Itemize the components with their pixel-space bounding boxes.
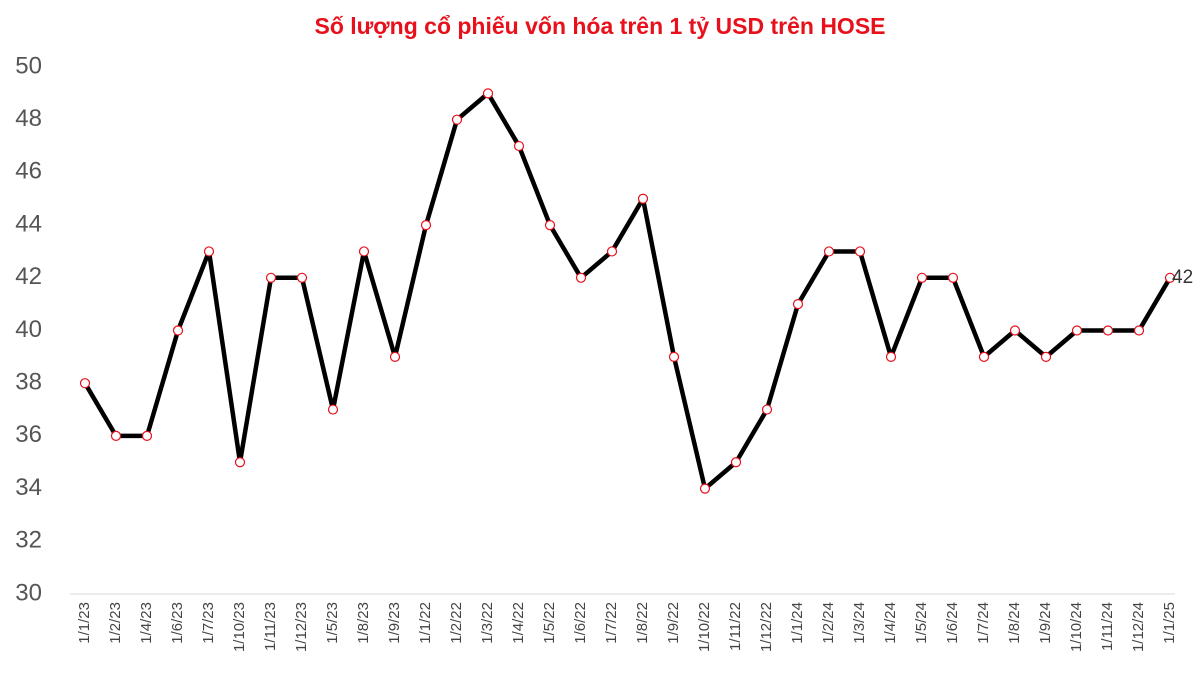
marker [668,351,680,362]
marker [1164,272,1176,283]
marker [854,246,866,257]
x-tick-label: 1/7/24 [975,602,992,644]
marker [172,325,184,336]
marker [544,220,556,231]
marker [110,430,122,441]
marker [482,88,494,99]
x-tick-label: 1/8/22 [634,602,651,644]
x-tick-label: 1/12/24 [1130,602,1147,652]
marker [296,272,308,283]
marker [389,351,401,362]
marker [234,457,246,468]
marker [947,272,959,283]
marker [637,193,649,204]
marker [79,378,91,389]
y-tick-label: 46 [15,158,42,185]
x-tick-label: 1/6/22 [572,602,589,644]
x-tick-label: 1/5/22 [541,602,558,644]
marker [327,404,339,415]
marker [916,272,928,283]
x-tick-label: 1/4/22 [510,602,527,644]
data-label: 42 [1172,267,1193,288]
x-tick-label: 1/2/23 [107,602,124,644]
marker [1102,325,1114,336]
x-tick-label: 1/6/23 [169,602,186,644]
marker [1040,351,1052,362]
x-tick-label: 1/3/24 [851,602,868,644]
marker [978,351,990,362]
x-tick-label: 1/10/22 [696,602,713,652]
x-tick-label: 1/5/23 [324,602,341,644]
marker [203,246,215,257]
x-tick-label: 1/5/24 [913,602,930,644]
marker [1009,325,1021,336]
line [83,91,1172,491]
x-tick-label: 1/11/24 [1099,602,1116,651]
x-tick-label: 1/9/23 [386,602,403,644]
marker [513,140,525,152]
x-tick-label: 1/8/24 [1006,602,1023,644]
x-tick-label: 1/10/24 [1068,602,1085,652]
marker [885,351,897,362]
marker [1133,325,1145,336]
marker [823,246,835,257]
y-tick-label: 36 [15,421,42,448]
chart-title: Số lượng cổ phiếu vốn hóa trên 1 tỷ USD … [314,13,885,39]
y-tick-label: 50 [15,52,42,79]
x-tick-label: 1/8/23 [355,602,372,644]
x-tick-label: 1/4/24 [882,602,899,644]
x-tick-label: 1/1/23 [76,602,93,644]
marker [606,246,618,257]
y-tick-label: 32 [15,527,42,554]
marker [792,299,804,310]
marker [1071,325,1083,336]
marker [730,457,742,468]
marker [358,246,370,257]
y-tick-label: 42 [15,263,42,290]
marker [141,430,153,441]
x-tick-label: 1/3/22 [479,602,496,644]
x-tick-label: 1/11/23 [262,602,279,651]
x-tick-label: 1/9/22 [665,602,682,644]
x-tick-label: 1/7/23 [200,602,217,644]
marker [761,404,773,415]
x-tick-label: 1/12/22 [758,602,775,652]
marker [699,483,711,494]
x-tick-label: 1/1/25 [1161,602,1178,644]
x-tick-label: 1/11/22 [727,602,744,651]
x-tick-label: 1/1/24 [789,602,806,644]
y-tick-label: 34 [15,474,42,501]
y-tick-label: 30 [15,579,42,606]
x-tick-label: 1/4/23 [138,602,155,644]
y-tick-label: 40 [15,316,42,343]
x-tick-label: 1/9/24 [1037,602,1054,644]
y-tick-label: 38 [15,369,42,396]
y-tick-label: 48 [15,105,42,132]
marker [420,220,432,231]
x-tick-label: 1/10/23 [231,602,248,652]
x-tick-label: 1/1/22 [417,602,434,644]
x-tick-label: 1/2/22 [448,602,465,644]
x-tick-label: 1/7/22 [603,602,620,644]
y-tick-label: 44 [15,210,42,237]
x-tick-label: 1/12/23 [293,602,310,652]
marker [265,272,277,283]
x-tick-label: 1/2/24 [820,602,837,644]
marker [451,114,463,125]
x-tick-label: 1/6/24 [944,602,961,644]
marker [575,272,587,283]
